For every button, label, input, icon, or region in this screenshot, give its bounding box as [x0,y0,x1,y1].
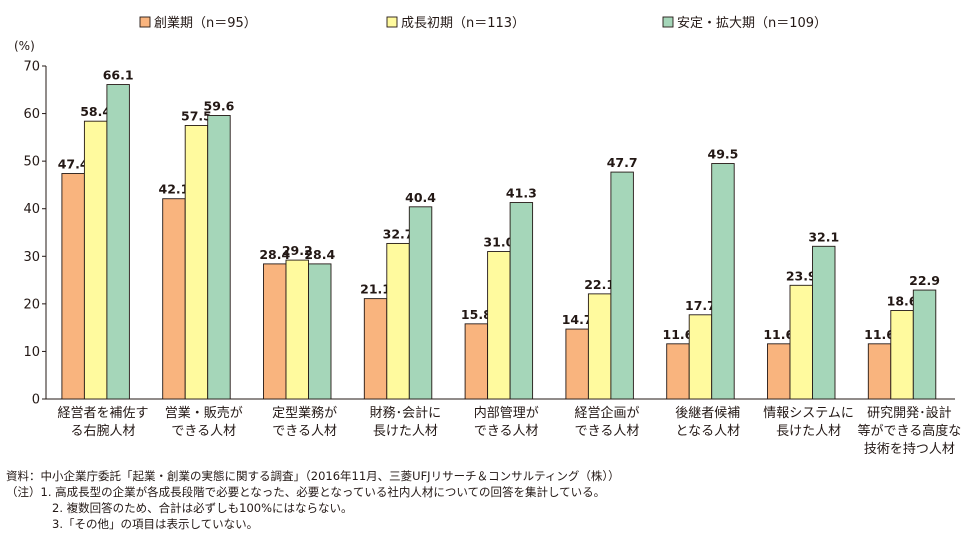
y-tick-label: 60 [23,107,40,122]
bar [106,84,130,400]
legend-label: 創業期（n＝95） [154,15,257,31]
footnotes: 資料：中小企業庁委託「起業・創業の実態に関する調査」（2016年11月、三菱UF… [6,468,620,532]
category-label: 経営企画が [574,405,639,421]
category-label: できる人材 [171,424,236,439]
category-label: できる人材 [575,424,640,439]
bar [61,173,85,400]
data-label: 66.1 [103,68,134,83]
bar-chart: (%) 0 10 20 30 40 50 60 70 47.4 58.4 66.1 経営者を補佐する右腕… [14,15,962,457]
data-label: 28.4 [304,247,335,262]
bar [610,171,634,400]
category-label: できる人材 [474,424,539,439]
legend-label: 安定・拡大期（n＝109） [677,16,827,31]
data-label: 31.0 [483,235,514,250]
legend-label: 成長初期（n＝113） [401,16,525,31]
category-label: 長けた人材 [373,424,438,439]
bar [263,263,287,400]
bar [285,259,309,400]
category-label: 長けた人材 [776,424,841,439]
data-label: 21.1 [360,282,391,297]
note-3: 3.「その他」の項目は表示していない。 [52,517,259,531]
data-label: 18.6 [887,294,918,309]
data-label: 58.4 [80,104,111,119]
data-label: 23.9 [786,268,817,283]
bar [464,323,489,400]
bar [666,343,690,400]
note-1: （注）1. 高成長型の企業が各成長段階で必要となった、必要となっている社内人材に… [6,485,606,499]
category-label: 情報システムに [763,406,854,421]
category-label: 内部管理が [474,405,539,421]
data-label: 49.5 [708,147,739,162]
data-label: 41.3 [506,186,537,201]
y-unit-label: (%) [14,39,35,53]
data-label: 57.5 [181,108,212,123]
bar [487,251,511,400]
category-label: 財務･会計に [370,405,442,421]
bar [565,328,589,400]
bar [184,125,209,400]
y-tick-label: 20 [23,297,40,312]
bar [912,289,937,400]
category-label: 営業・販売が [165,405,243,421]
bar [162,198,186,400]
data-label: 14.7 [562,312,593,327]
y-tick-label: 70 [23,60,40,75]
data-label: 17.7 [685,298,716,313]
bar [711,163,735,400]
bar [789,284,813,400]
category-label: となる人材 [675,424,740,439]
data-label: 40.4 [405,190,436,205]
y-tick-label: 10 [23,345,40,360]
y-tick-label: 40 [23,202,40,217]
category-label: 等ができる高度な [858,423,962,439]
category-label: 研究開発･設計 [867,405,952,421]
bar [688,314,713,400]
data-label: 59.6 [204,98,235,113]
bar [386,242,410,400]
bar [308,263,332,400]
bar [83,120,108,400]
bar [767,343,791,400]
data-label: 15.8 [461,307,492,322]
bar [207,115,231,400]
bar [812,245,836,400]
data-label: 22.9 [909,273,940,288]
y-tick-label: 30 [23,250,40,265]
category-label: る右腕人材 [70,423,135,439]
legend-swatch [139,16,151,28]
data-label: 11.6 [763,327,794,342]
legend-swatch [386,16,398,28]
data-label: 47.4 [58,157,89,172]
bar [509,202,534,400]
category-label: できる人材 [272,424,337,439]
data-label: 42.1 [159,182,190,197]
data-label: 22.1 [584,277,615,292]
data-label: 28.4 [259,247,290,262]
data-label: 11.6 [663,327,694,342]
category-label: 技術を持つ人材 [864,442,955,457]
category-label: 後継者候補 [675,406,740,421]
data-label: 11.6 [864,327,895,342]
note-2: 2. 複数回答のため、合計は必ずしも100%にはならない。 [52,501,353,515]
legend-swatch [662,16,674,28]
bar [363,298,388,400]
y-tick-label: 0 [32,393,40,408]
bar [408,206,433,400]
data-label: 47.7 [607,155,638,170]
data-label: 32.1 [808,229,839,244]
category-label: 定型業務が [272,405,337,421]
bar [867,343,892,400]
data-label: 29.2 [282,243,313,258]
source-note: 資料：中小企業庁委託「起業・創業の実態に関する調査」（2016年11月、三菱UF… [6,469,620,483]
y-tick-label: 50 [23,155,40,170]
bar [890,310,914,400]
category-label: 経営者を補佐す [57,406,148,421]
bar [587,293,612,400]
data-label: 32.7 [383,226,414,241]
